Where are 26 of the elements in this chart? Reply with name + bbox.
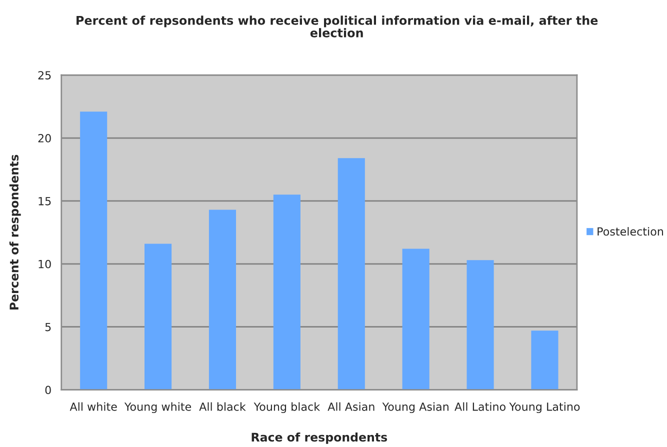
x-tick-label: Young white <box>124 402 192 414</box>
chart-title: Percent of repsondents who receive political information via e-mail, after the election <box>76 16 598 38</box>
x-tick-label: Young Latino <box>509 402 580 414</box>
legend-label: Postelection <box>598 227 664 236</box>
y-tick-label: 10 <box>38 260 51 268</box>
y-tick-label: 15 <box>38 197 51 206</box>
x-tick-label: All white <box>70 402 117 411</box>
bar <box>466 260 494 390</box>
bar <box>144 244 172 390</box>
x-axis-title: Race of respondents <box>252 432 388 444</box>
bar <box>531 330 558 390</box>
x-tick-label: Young black <box>254 402 320 414</box>
y-tick-label: 20 <box>38 134 51 142</box>
y-tick-label: 5 <box>45 322 51 332</box>
x-tick-label: All black <box>199 402 246 411</box>
y-tick-label: 0 <box>45 386 51 394</box>
y-axis-title: Percent of respondents <box>9 154 21 310</box>
bar <box>338 158 365 390</box>
x-tick-label: All Latino <box>454 402 506 411</box>
x-tick-label: Young Asian <box>382 402 448 414</box>
bar <box>208 210 236 390</box>
y-tick-label: 25 <box>38 71 51 80</box>
bar <box>273 194 300 390</box>
x-tick-label: All Asian <box>328 402 374 411</box>
bar <box>402 248 430 390</box>
bar <box>80 112 108 390</box>
